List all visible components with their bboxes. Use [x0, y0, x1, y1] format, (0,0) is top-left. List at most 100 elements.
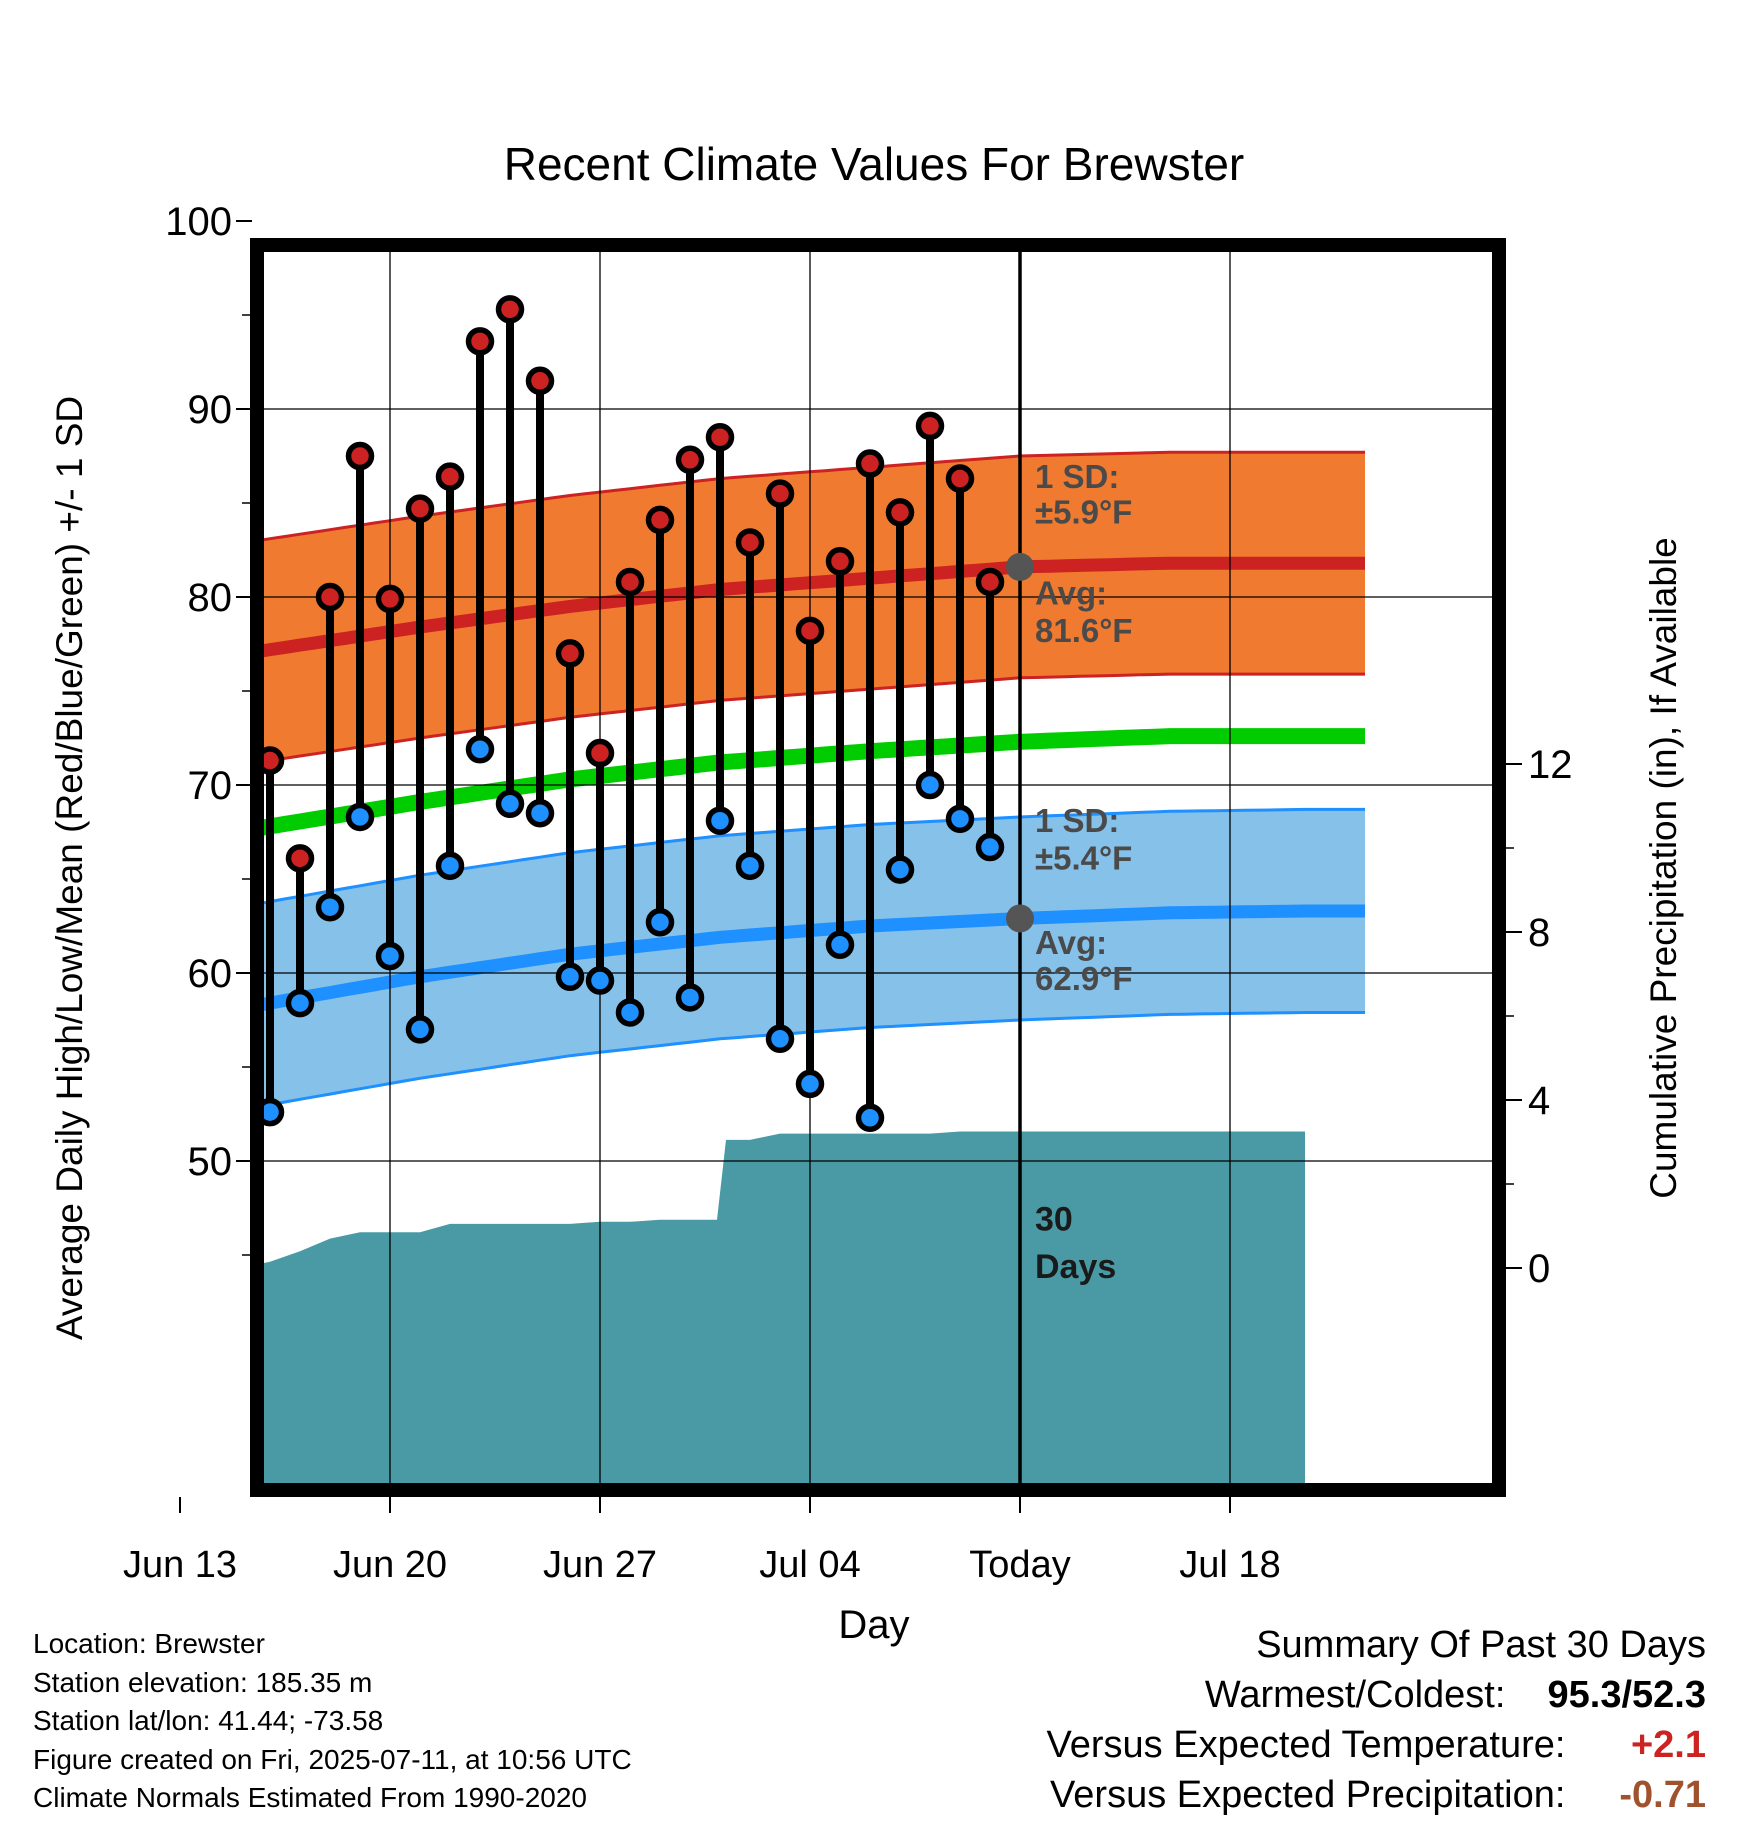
low-point: [645, 907, 675, 937]
today-high-avg-marker: [1006, 552, 1034, 581]
high-point: [465, 327, 495, 356]
created-text: Figure created on Fri, 2025-07-11, at 10…: [33, 1743, 632, 1775]
summary-precip: Versus Expected Precipitation: -0.71: [1047, 1770, 1706, 1820]
station-info: Location: Brewster Station elevation: 18…: [33, 1625, 632, 1818]
today-low-avg-marker: [1006, 904, 1034, 933]
normal-low-line: [262, 904, 1365, 1012]
y2-tick-label: 12: [1528, 743, 1573, 787]
high-sd-band: [262, 452, 1365, 762]
low-point: [855, 1103, 885, 1133]
low-point: [525, 798, 555, 828]
y-tick-label: 60: [188, 952, 233, 996]
x-tick-label: Jun 13: [123, 1544, 237, 1586]
latlon-text: Station lat/lon: 41.44; -73.58: [33, 1705, 384, 1736]
x-tick-label: Jul 18: [1179, 1544, 1280, 1586]
high-point: [525, 366, 555, 396]
high-point: [262, 746, 285, 775]
high-avg-label: Avg:: [1035, 575, 1107, 612]
high-point: [199, 898, 222, 921]
high-point: [555, 639, 585, 668]
y-tick-label: 80: [188, 576, 233, 620]
low-sd-label: 1 SD:: [1035, 802, 1119, 839]
x-tick-label: Today: [969, 1544, 1070, 1586]
high-point: [315, 582, 345, 612]
low-sd-upper-line: [262, 807, 1365, 905]
summary-warm-cold: Warmest/Coldest: 95.3/52.3: [1047, 1670, 1706, 1720]
low-point: [315, 892, 345, 922]
low-point: [465, 735, 495, 764]
high-sd-label: 1 SD:: [1035, 458, 1119, 495]
high-point: [585, 738, 615, 768]
warm-cold-value: 95.3/52.3: [1547, 1674, 1706, 1716]
y-axis-label: Average Daily High/Low/Mean (Red/Blue/Gr…: [49, 396, 90, 1340]
low-point: [675, 983, 705, 1012]
precip-label: Versus Expected Precipitation:: [1050, 1774, 1566, 1816]
high-point: [945, 464, 975, 493]
low-point: [345, 802, 375, 832]
low-sd-lower-line: [262, 1011, 1365, 1108]
low-point: [795, 1069, 825, 1099]
y-tick-label: 70: [188, 764, 233, 808]
x-axis-label: Day: [838, 1603, 909, 1647]
low-point: [915, 770, 945, 800]
low-point: [109, 1074, 132, 1097]
chart-title: Recent Climate Values For Brewster: [504, 138, 1245, 190]
low-point: [405, 1015, 435, 1044]
high-point: [975, 567, 1005, 597]
low-point: [375, 941, 405, 971]
high-point: [109, 614, 132, 637]
normals-text: Climate Normals Estimated From 1990-2020: [33, 1782, 587, 1813]
high-point: [139, 514, 162, 537]
high-sd-value: ±5.9°F: [1035, 494, 1132, 531]
high-point: [405, 494, 435, 523]
days-count: 30: [1035, 1201, 1073, 1239]
high-point: [435, 462, 465, 491]
high-point: [765, 479, 795, 508]
high-point: [345, 441, 375, 471]
y2-tick-label: 8: [1528, 911, 1550, 955]
high-point: [885, 498, 915, 527]
low-point: [262, 1097, 285, 1127]
low-point: [229, 1042, 252, 1065]
high-point: [855, 449, 885, 478]
low-point: [825, 930, 855, 960]
low-point: [885, 855, 915, 884]
low-point: [585, 966, 615, 995]
low-point: [285, 988, 315, 1018]
temp-value: +2.1: [1630, 1724, 1706, 1766]
normal-mean-line: [262, 728, 1365, 836]
x-tick-label: Jul 04: [759, 1544, 860, 1586]
high-point: [285, 844, 315, 873]
high-point: [705, 422, 735, 452]
low-point: [435, 851, 465, 881]
high-avg-value: 81.6°F: [1035, 612, 1133, 649]
elevation-text: Station elevation: 185.35 m: [33, 1666, 373, 1698]
plot-frame: [250, 238, 1506, 1497]
low-point: [705, 806, 735, 835]
high-sd-upper-line: [262, 450, 1365, 542]
location-text: Location: Brewster: [33, 1628, 265, 1659]
high-point: [615, 567, 645, 597]
normal-high-line: [262, 556, 1365, 658]
high-point: [495, 295, 525, 324]
low-point: [765, 1024, 795, 1054]
y-tick-label: 90: [188, 388, 233, 432]
low-point: [735, 851, 765, 881]
high-point: [675, 445, 705, 475]
low-point: [975, 832, 1005, 862]
y-tick-label: 100: [165, 200, 232, 244]
high-point: [375, 584, 405, 614]
x-tick-label: Jun 20: [333, 1544, 447, 1586]
days-label: Days: [1035, 1248, 1116, 1286]
low-avg-value: 62.9°F: [1035, 960, 1133, 997]
summary-title: Summary Of Past 30 Days: [1256, 1624, 1706, 1666]
low-point: [169, 1057, 192, 1080]
high-point: [645, 505, 675, 535]
temp-label: Versus Expected Temperature:: [1046, 1724, 1566, 1766]
high-point: [795, 616, 825, 646]
low-point: [945, 804, 975, 834]
y2-axis-label: Cumulative Precipitation (in), If Availa…: [1643, 537, 1684, 1199]
low-point: [495, 789, 525, 819]
high-point: [915, 411, 945, 441]
